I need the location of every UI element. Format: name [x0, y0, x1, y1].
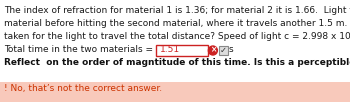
Circle shape: [208, 46, 217, 55]
FancyBboxPatch shape: [219, 46, 228, 55]
FancyBboxPatch shape: [155, 45, 208, 56]
Text: ✓: ✓: [219, 46, 226, 55]
Text: Total time in the two materials =: Total time in the two materials =: [4, 45, 156, 54]
Text: 1.51: 1.51: [160, 45, 180, 54]
Text: ! No, that’s not the correct answer.: ! No, that’s not the correct answer.: [4, 84, 162, 93]
Text: s: s: [229, 45, 233, 54]
Text: taken for the light to travel the total distance? Speed of light c = 2.998 x 10: taken for the light to travel the total …: [4, 32, 350, 41]
Text: The index of refraction for material 1 is 1.36; for material 2 it is 1.66.  Ligh: The index of refraction for material 1 i…: [4, 6, 350, 15]
Text: ×: ×: [210, 46, 216, 55]
Text: Reflect  on the order of magntitude of this time. Is this a perceptible time del: Reflect on the order of magntitude of th…: [4, 58, 350, 67]
Text: material before hitting the second material, where it travels another 1.5 m.  Wh: material before hitting the second mater…: [4, 19, 350, 28]
FancyBboxPatch shape: [0, 82, 350, 102]
